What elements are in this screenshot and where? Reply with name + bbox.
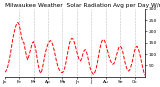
Text: Milwaukee Weather  Solar Radiation Avg per Day W/m2/minute: Milwaukee Weather Solar Radiation Avg pe… [5,3,160,8]
